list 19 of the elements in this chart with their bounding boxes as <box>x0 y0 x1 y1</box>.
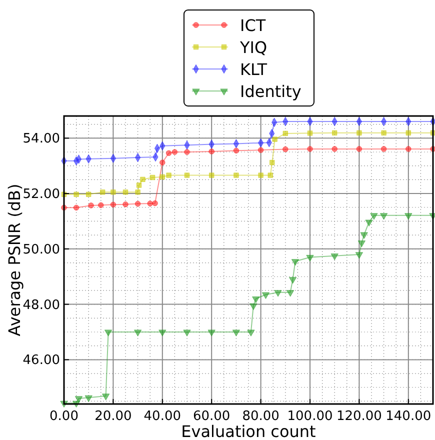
y-tick-label: 54.00 <box>22 132 60 147</box>
y-axis-title: Average PSNR (dB) <box>5 184 24 336</box>
y-tick-label: 48.00 <box>22 298 60 313</box>
legend-label: KLT <box>240 60 268 79</box>
legend-label: Identity <box>240 82 302 101</box>
x-tick-label: 20.00 <box>94 409 132 424</box>
x-tick-label: 120.00 <box>336 409 382 424</box>
x-tick-label: 140.00 <box>386 409 432 424</box>
y-tick-label: 46.00 <box>22 353 60 368</box>
y-tick-label: 52.00 <box>22 187 60 202</box>
x-tick-label: 80.00 <box>242 409 280 424</box>
y-tick-label: 50.00 <box>22 242 60 258</box>
x-tick-label: 40.00 <box>144 409 182 424</box>
legend-label: YIQ <box>239 38 268 57</box>
x-tick-label: 100.00 <box>287 409 333 424</box>
x-axis-title: Evaluation count <box>181 422 316 440</box>
legend-label: ICT <box>240 16 266 35</box>
x-tick-label: 60.00 <box>192 409 230 424</box>
x-tick-label: 0.00 <box>50 409 78 424</box>
